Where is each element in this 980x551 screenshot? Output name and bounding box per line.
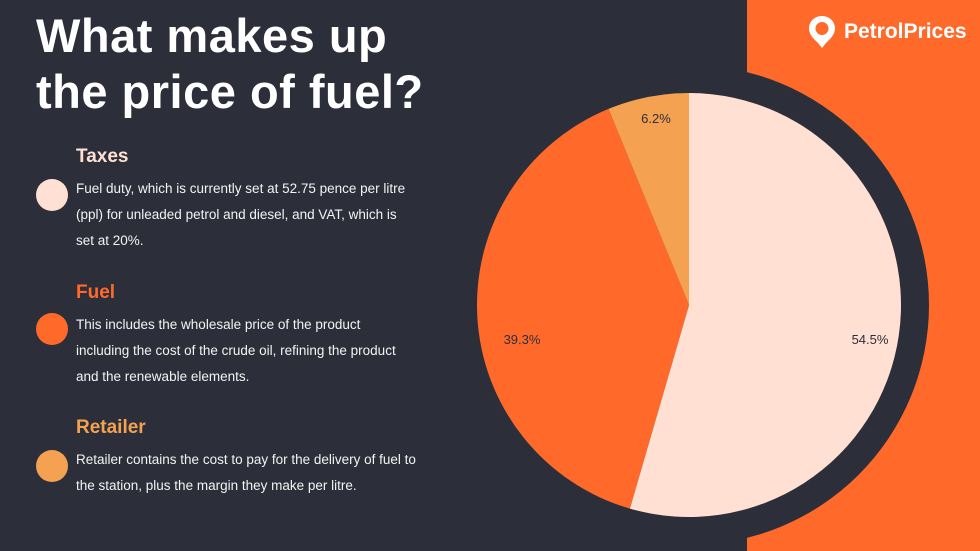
pie-slice-retailer — [608, 93, 689, 305]
legend-title-fuel: Fuel — [76, 282, 116, 303]
legend-title-taxes: Taxes — [76, 146, 129, 167]
fuel-dot — [36, 313, 68, 345]
brand-name: PetrolPrices — [844, 20, 967, 43]
legend-description-taxes: Fuel duty, which is currently set at 52.… — [76, 181, 406, 248]
legend-description-retailer: Retailer contains the cost to pay for th… — [76, 452, 416, 493]
legend-description-fuel: This includes the wholesale price of the… — [76, 317, 396, 384]
pie-slice-fuel — [476, 108, 689, 509]
pie-slice-taxes — [629, 93, 901, 518]
pie-label-taxes: 54.5% — [852, 332, 889, 347]
page-title: What makes up the price of fuel? — [36, 9, 424, 118]
pie-label-retailer: 6.2% — [641, 111, 671, 126]
retailer-dot — [36, 450, 68, 482]
petrolprices-logo: PetrolPrices — [808, 14, 967, 50]
legend-title-retailer: Retailer — [76, 417, 146, 438]
pie-label-fuel: 39.3% — [504, 332, 541, 347]
taxes-dot — [36, 179, 68, 211]
map-pin-icon — [809, 16, 835, 48]
